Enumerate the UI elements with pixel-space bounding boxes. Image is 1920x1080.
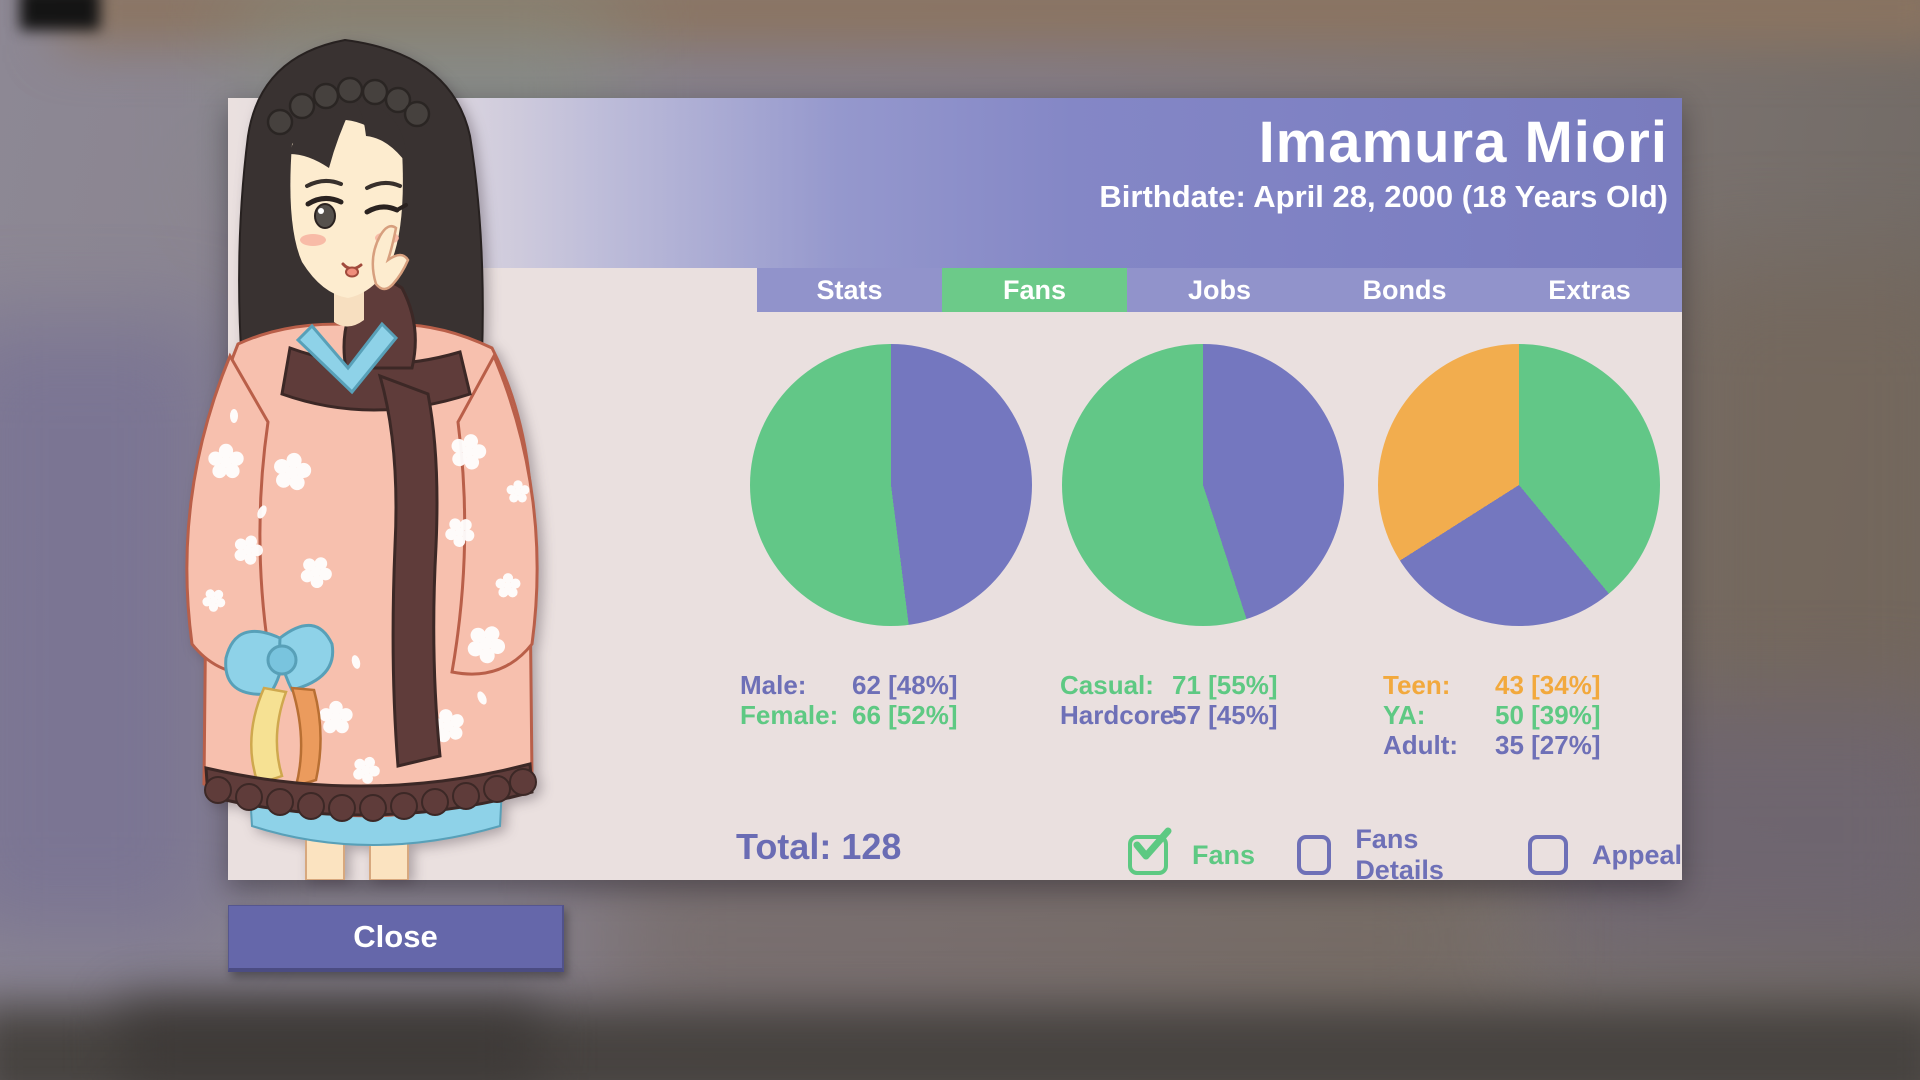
checkbox-appeal[interactable]: Appeal — [1527, 835, 1682, 875]
tab-fans[interactable]: Fans — [942, 268, 1127, 312]
fans-checkbox-box[interactable] — [1128, 827, 1172, 875]
tab-extras[interactable]: Extras — [1497, 268, 1682, 312]
legend-row: Male: 62 [48%] — [740, 670, 958, 700]
legend-gender: Male: 62 [48%] Female: 66 [52%] — [740, 670, 958, 730]
checkbox-fans[interactable]: Fans — [1128, 827, 1255, 875]
profile-tab-bar: Stats Fans Jobs Bonds Extras — [757, 268, 1682, 312]
close-button[interactable]: Close — [228, 905, 564, 972]
tab-jobs[interactable]: Jobs — [1127, 268, 1312, 312]
fans-details-checkbox-box[interactable] — [1297, 835, 1332, 875]
birthdate-text: Birthdate: April 28, 2000 (18 Years Old) — [1099, 179, 1668, 214]
total-label: Total: — [736, 826, 832, 867]
pie-chart-age — [1378, 344, 1660, 626]
tab-bonds[interactable]: Bonds — [1312, 268, 1497, 312]
checkbox-fans-details[interactable]: Fans Details — [1297, 824, 1486, 886]
legend-dedication: Casual: 71 [55%] Hardcore: 57 [45%] — [1060, 670, 1278, 730]
card-header-band: Imamura Miori Birthdate: April 28, 2000 … — [228, 98, 1682, 268]
total-value: 128 — [841, 826, 902, 867]
appeal-checkbox-box[interactable] — [1527, 835, 1568, 875]
idol-profile-card: Imamura Miori Birthdate: April 28, 2000 … — [228, 98, 1682, 885]
legend-row: Hardcore: 57 [45%] — [1060, 700, 1278, 730]
total-fans: Total: 128 — [736, 826, 901, 868]
tab-stats[interactable]: Stats — [757, 268, 942, 312]
legend-row: Teen: 43 [34%] — [1383, 670, 1601, 700]
idol-name-title: Imamura Miori — [1258, 110, 1668, 175]
chart-toggle-row: Fans Fans Details Appeal — [1128, 824, 1682, 886]
legend-row: Casual: 71 [55%] — [1060, 670, 1278, 700]
check-icon — [1133, 827, 1172, 860]
pie-chart-dedication — [1062, 344, 1344, 626]
legend-row: Adult: 35 [27%] — [1383, 730, 1601, 760]
pie-chart-gender — [750, 344, 1032, 626]
legend-age: Teen: 43 [34%] YA: 50 [39%] Adult: 35 [27%] — [1383, 670, 1601, 760]
legend-row: Female: 66 [52%] — [740, 700, 958, 730]
legend-row: YA: 50 [39%] — [1383, 700, 1601, 730]
